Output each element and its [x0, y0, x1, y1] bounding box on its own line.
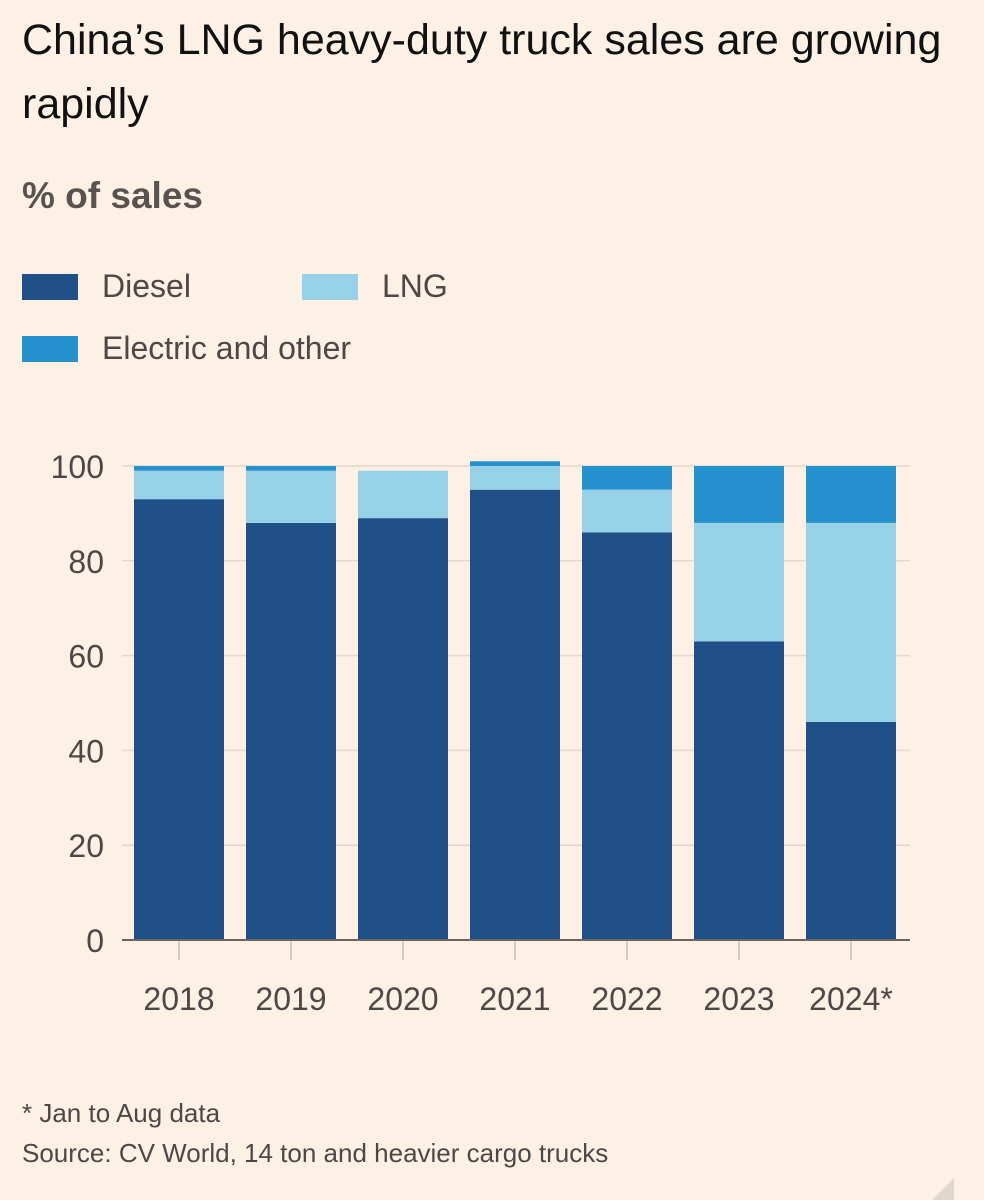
y-tick-label-40: 40	[68, 733, 104, 769]
bar-lng-2023	[694, 522, 784, 642]
source-note: Source: CV World, 14 ton and heavier car…	[22, 1138, 609, 1168]
x-tick-label-2022: 2022	[591, 981, 662, 1017]
footnote: * Jan to Aug data	[22, 1098, 221, 1128]
legend-item-diesel: Diesel	[22, 268, 191, 305]
legend-label-diesel: Diesel	[102, 268, 191, 304]
x-tick-label-2023: 2023	[703, 981, 774, 1017]
bar-electric-and-other-2023	[694, 466, 784, 523]
bar-diesel-2019	[246, 522, 336, 940]
y-tick-label-80: 80	[68, 544, 104, 580]
bar-diesel-2021	[470, 489, 560, 940]
legend-label-electric: Electric and other	[102, 330, 352, 366]
bar-lng-2020	[358, 470, 448, 519]
bar-lng-2022	[582, 489, 672, 533]
bar-electric-and-other-2018	[134, 466, 224, 471]
bar-lng-2024	[806, 522, 896, 722]
legend-item-electric: Electric and other	[22, 330, 351, 367]
legend-swatch-electric	[22, 335, 78, 362]
legend-swatch-diesel	[22, 273, 78, 300]
legend-swatch-lng	[302, 273, 358, 300]
chart-title: China’s LNG heavy-duty truck sales are g…	[22, 16, 942, 128]
stacked-bar-chart: 0 20 40 60 80 100 2018 2019 2020 2021 2022 2023 2024…	[51, 449, 910, 1017]
chart-subtitle: % of sales	[22, 175, 203, 216]
x-tick-label-2024: 2024*	[809, 981, 893, 1017]
bar-electric-and-other-2024	[806, 466, 896, 523]
bar-electric-and-other-2021	[470, 461, 560, 466]
bar-lng-2021	[470, 466, 560, 490]
y-tick-label-60: 60	[68, 639, 104, 675]
x-tick-label-2020: 2020	[367, 981, 438, 1017]
legend: Diesel LNG Electric and other	[22, 260, 922, 380]
bar-diesel-2022	[582, 532, 672, 940]
y-tick-label-0: 0	[86, 923, 104, 959]
bar-diesel-2024	[806, 721, 896, 940]
bar-diesel-2020	[358, 518, 448, 940]
bar-diesel-2018	[134, 499, 224, 940]
y-tick-label-100: 100	[51, 449, 104, 485]
bar-lng-2018	[134, 470, 224, 500]
bar-electric-and-other-2022	[582, 466, 672, 490]
bar-lng-2019	[246, 470, 336, 523]
bar-electric-and-other-2019	[246, 466, 336, 471]
y-tick-label-20: 20	[68, 828, 104, 864]
corner-fold-icon	[932, 1178, 954, 1200]
bar-diesel-2023	[694, 641, 784, 940]
legend-label-lng: LNG	[382, 268, 448, 304]
x-tick-label-2018: 2018	[143, 981, 214, 1017]
x-tick-label-2021: 2021	[479, 981, 550, 1017]
legend-item-lng: LNG	[302, 268, 448, 305]
x-tick-label-2019: 2019	[255, 981, 326, 1017]
